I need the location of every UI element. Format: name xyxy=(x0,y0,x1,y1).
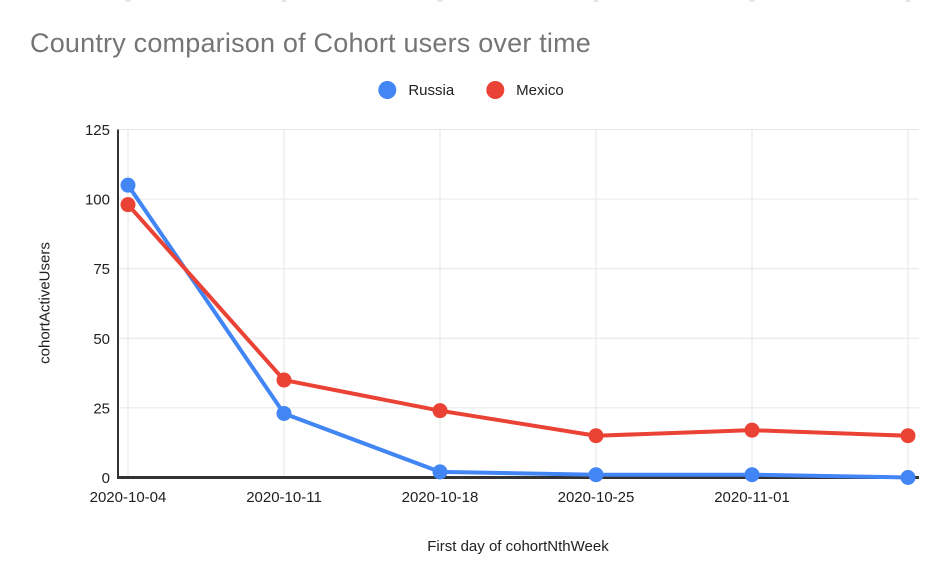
x-tick-label: 2020-10-25 xyxy=(558,489,635,506)
y-tick-label: 125 xyxy=(85,122,110,139)
data-point-russia-3[interactable] xyxy=(588,467,604,483)
data-point-russia-1[interactable] xyxy=(276,405,292,421)
series-line-mexico xyxy=(126,202,910,438)
legend: Russia Mexico xyxy=(378,79,564,101)
top-edge-artifact xyxy=(281,0,287,2)
top-edge-artifact xyxy=(593,0,599,2)
y-tick-label: 25 xyxy=(93,400,110,417)
y-tick-label: 0 xyxy=(102,470,110,487)
top-edge-artifact xyxy=(905,0,911,2)
legend-dot-icon xyxy=(378,81,397,99)
legend-label: Mexico xyxy=(516,81,564,99)
data-point-mexico-5[interactable] xyxy=(900,428,916,444)
data-point-russia-4[interactable] xyxy=(744,467,760,483)
series-line-russia xyxy=(126,183,910,480)
legend-item-russia[interactable]: Russia xyxy=(378,81,454,99)
y-tick-label: 100 xyxy=(85,192,110,209)
x-tick-label: 2020-10-11 xyxy=(246,489,322,506)
data-point-mexico-3[interactable] xyxy=(588,428,604,444)
x-tick-label: 2020-10-18 xyxy=(402,489,479,506)
data-point-mexico-1[interactable] xyxy=(276,372,292,388)
data-point-russia-5[interactable] xyxy=(900,470,916,485)
y-tick-label: 75 xyxy=(93,261,110,278)
x-tick-label: 2020-11-01 xyxy=(714,489,790,506)
top-edge-artifact xyxy=(749,0,755,2)
legend-label: Russia xyxy=(408,81,455,99)
data-point-russia-0[interactable] xyxy=(120,177,136,193)
data-point-mexico-4[interactable] xyxy=(744,422,760,438)
top-edge-artifact xyxy=(125,0,131,2)
data-point-mexico-2[interactable] xyxy=(432,403,448,419)
chart-title: Country comparison of Cohort users over … xyxy=(30,28,592,58)
y-tick-label: 50 xyxy=(93,331,110,348)
legend-dot-icon xyxy=(486,81,505,99)
data-point-mexico-0[interactable] xyxy=(120,197,136,213)
x-tick-label: 2020-10-04 xyxy=(90,489,167,506)
x-axis-title: First day of cohortNthWeek xyxy=(427,538,609,555)
data-point-russia-2[interactable] xyxy=(432,464,448,480)
y-axis-title: cohortActiveUsers xyxy=(36,242,54,364)
legend-item-mexico[interactable]: Mexico xyxy=(486,81,564,99)
top-edge-artifact xyxy=(437,0,443,2)
